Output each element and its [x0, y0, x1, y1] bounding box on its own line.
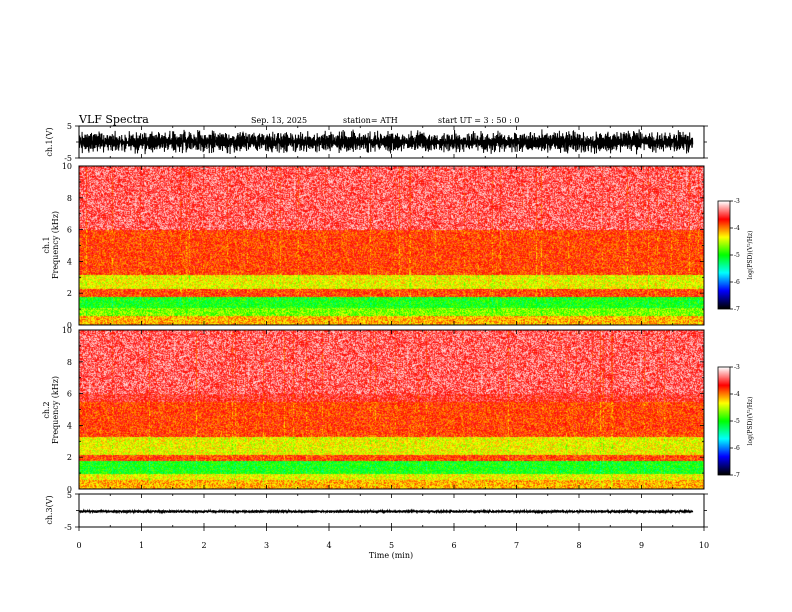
- ch1-ytick-label: 10: [62, 162, 72, 171]
- time-tick-label: 8: [576, 541, 581, 550]
- ch3-ytick-min: -5: [64, 523, 72, 532]
- ch1-colorbar-tick: -6: [734, 279, 740, 286]
- time-tick-label: 1: [139, 541, 144, 550]
- ch1-waveform-ylabel: ch.1(V): [45, 127, 54, 156]
- ch1-waveform-panel: 5 -5 ch.1(V): [45, 122, 708, 163]
- ch2-colorbar-ticks: [730, 366, 733, 476]
- figure-title: VLF Spectra: [78, 113, 149, 126]
- ch2-spectrogram-ticks: [78, 329, 705, 490]
- ch2-frequency-tick-labels: 0 2 4 6 8 10: [62, 326, 72, 494]
- time-tick-label: 2: [201, 541, 206, 550]
- ch1-spectrogram-image-wrap: [79, 166, 704, 325]
- ch1-colorbar: -3 -4 -5 -6 -7 log(PSD)(V²/Hz): [717, 198, 754, 313]
- ch1-ytick-label: 8: [67, 194, 72, 203]
- ch1-waveform-ticks: [75, 125, 708, 159]
- date-label: Sep. 13, 2025: [251, 116, 307, 125]
- ch1-ytick-min: -5: [64, 154, 72, 163]
- ch1-colorbar-tick: -3: [734, 198, 740, 205]
- ch2-ytick-label: 2: [67, 453, 72, 462]
- time-axis-label: Time (min): [369, 551, 413, 560]
- ch1-waveform-line: [78, 129, 694, 155]
- ch1-spectrogram-panel: 0 2 4 6 8 10 ch.1 Frequency (kHz): [42, 162, 705, 330]
- ch2-colorbar-gradient: [718, 367, 730, 475]
- ch3-waveform-ticks: [75, 493, 708, 531]
- ch1-ytick-label: 6: [67, 226, 72, 235]
- ch2-spectrogram-ylabel: Frequency (kHz): [51, 376, 60, 444]
- time-tick-label: 4: [326, 541, 331, 550]
- station-label: station= ATH: [343, 116, 398, 125]
- time-tick-label: 10: [699, 541, 709, 550]
- ch2-spectrogram-image: [79, 330, 704, 489]
- time-axis-tick-labels: 0 1 2 3 4 5 6 7 8 9 10: [76, 541, 709, 550]
- ch3-waveform-panel: 5 -5 ch.3(V): [45, 491, 708, 532]
- ch1-colorbar-gradient: [718, 201, 730, 309]
- ch2-colorbar-tick: -6: [734, 445, 740, 452]
- time-tick-label: 5: [389, 541, 394, 550]
- time-tick-label: 0: [76, 541, 81, 550]
- ch1-spectrogram-ticks: [78, 165, 705, 326]
- ch2-colorbar-tick: -7: [734, 472, 740, 479]
- ch1-ytick-label: 0: [67, 321, 72, 330]
- time-tick-label: 6: [451, 541, 456, 550]
- ch2-colorbar-tick: -5: [734, 418, 740, 425]
- ch1-ytick-max: 5: [67, 122, 72, 131]
- ch2-colorbar-label: log(PSD)(V²/Hz): [747, 397, 754, 446]
- ch2-ytick-label: 8: [67, 358, 72, 367]
- time-tick-label: 3: [264, 541, 269, 550]
- ch2-ytick-label: 4: [67, 421, 72, 430]
- start-time-label: start UT = 3 : 50 : 0: [438, 116, 519, 125]
- ch1-colorbar-tick: -7: [734, 306, 740, 313]
- ch1-colorbar-tick: -5: [734, 252, 740, 259]
- ch3-waveform-line: [78, 508, 694, 515]
- ch2-spectrogram-image-wrap: [79, 330, 704, 489]
- ch1-ytick-label: 2: [67, 289, 72, 298]
- ch1-spectrogram-image: [79, 166, 704, 325]
- ch2-colorbar-tick: -3: [734, 364, 740, 371]
- time-tick-label: 9: [639, 541, 644, 550]
- ch1-spectrogram-ylabel: Frequency (kHz): [51, 211, 60, 279]
- ch1-colorbar-label: log(PSD)(V²/Hz): [747, 231, 754, 280]
- ch1-ytick-label: 4: [67, 257, 72, 266]
- ch1-frequency-tick-labels: 0 2 4 6 8 10: [62, 162, 72, 330]
- ch3-waveform-ylabel: ch.3(V): [45, 495, 54, 524]
- ch2-ytick-label: 6: [67, 390, 72, 399]
- ch1-colorbar-tick: -4: [734, 225, 740, 232]
- ch1-spectrogram-channel-label: ch.1: [42, 236, 51, 253]
- ch2-spectrogram-channel-label: ch.2: [42, 401, 51, 418]
- ch2-colorbar: -3 -4 -5 -6 -7 log(PSD)(V²/Hz): [717, 364, 754, 479]
- time-tick-label: 7: [514, 541, 519, 550]
- ch1-colorbar-ticks: [730, 200, 733, 310]
- ch2-ytick-label: 10: [62, 326, 72, 335]
- ch2-ytick-label: 0: [67, 485, 72, 494]
- ch2-colorbar-tick: -4: [734, 391, 740, 398]
- ch2-spectrogram-panel: 0 2 4 6 8 10 ch.2 Frequency (kHz): [42, 326, 705, 494]
- ch3-ytick-max: 5: [67, 491, 72, 500]
